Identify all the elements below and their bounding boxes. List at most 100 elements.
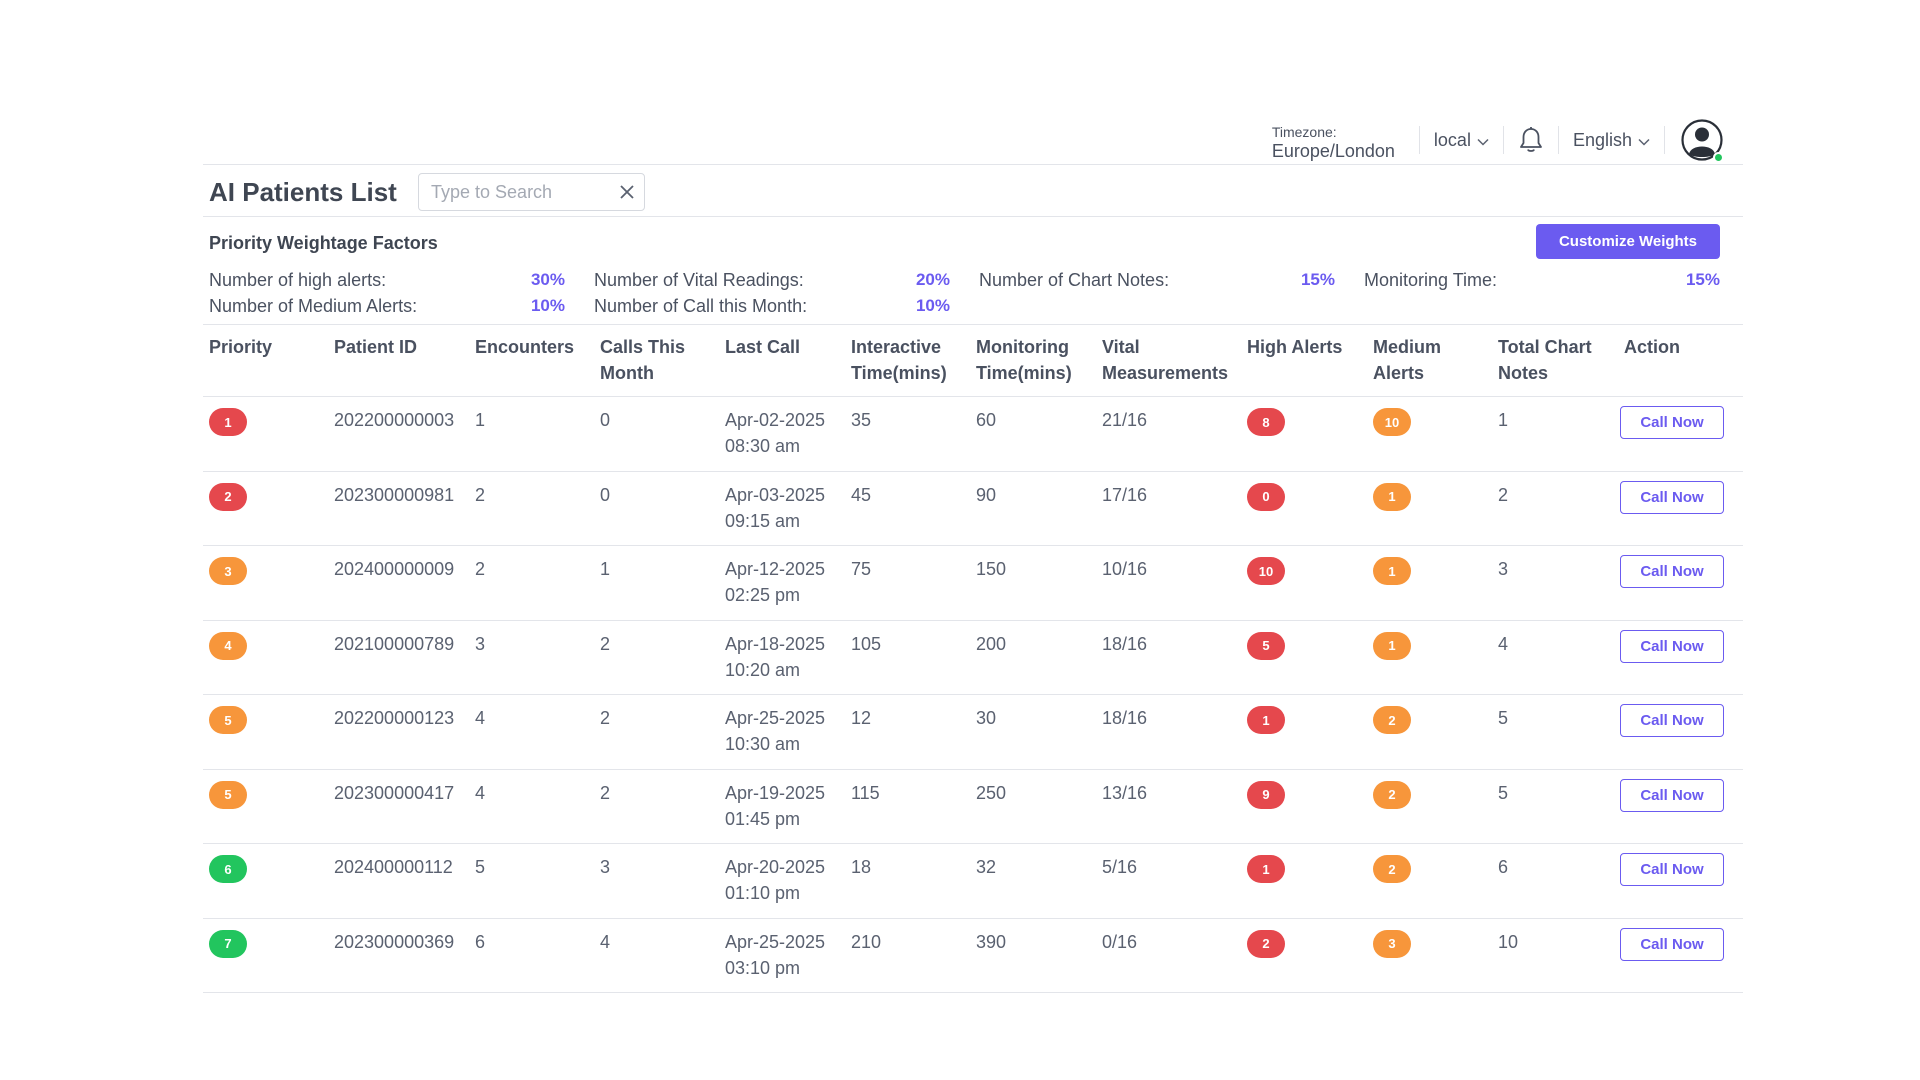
column-header: Interactive Time(mins) [851, 334, 947, 386]
last-call: Apr-18-2025 10:20 am [725, 631, 825, 683]
search-input[interactable] [419, 174, 599, 210]
calls-value: 0 [600, 410, 611, 430]
chart-notes-value: 6 [1498, 857, 1509, 877]
last-call-date: Apr-25-2025 [725, 708, 826, 728]
patient-id: 202400000112 [334, 857, 453, 877]
monitoring-time: 32 [976, 857, 997, 877]
column-header-line: Time(mins) [851, 363, 947, 383]
column-header: Last Call [725, 334, 800, 360]
high-alerts-badge: 9 [1247, 780, 1285, 809]
divider [1418, 126, 1420, 154]
timezone-mode-dropdown[interactable]: local [1434, 130, 1489, 151]
column-header: Monitoring Time(mins) [976, 334, 1072, 386]
factor-value: 15% [1300, 270, 1335, 289]
factor-value: 10% [915, 296, 950, 315]
call-now-button[interactable]: Call Now [1620, 555, 1724, 588]
last-call-time: 01:10 pm [725, 883, 801, 903]
last-call-date: Apr-02-2025 [725, 410, 826, 430]
timezone-mode-value: local [1433, 129, 1471, 150]
call-now-button[interactable]: Call Now [1620, 629, 1724, 663]
chart-notes-value: 3 [1498, 559, 1509, 579]
page-title: AI Patients List [209, 177, 397, 207]
call-now-button[interactable]: Call Now [1620, 704, 1724, 737]
priority-badge: 5 [209, 706, 247, 734]
column-header-line: Month [600, 363, 654, 383]
table-row: 4 202100000789 3 2 Apr-18-2025 10:20 am 105 200… [203, 621, 1743, 695]
monitoring-time: 30 [976, 708, 997, 728]
encounters-value: 4 [475, 708, 486, 728]
table-row: 5 202200000123 4 2 Apr-25-2025 10:30 am 12 30 18… [203, 695, 1743, 770]
call-now-button[interactable]: Call Now [1620, 927, 1724, 961]
timezone-label: Timezone: [1271, 123, 1337, 140]
monitoring-time: 250 [976, 782, 1007, 803]
app-container: Timezone: Europe/London local Eng [203, 115, 1743, 993]
last-call-time: 10:30 am [725, 734, 801, 754]
chart-notes-value: 4 [1498, 633, 1509, 654]
encounters-value: 1 [475, 410, 486, 430]
last-call-time: 01:45 pm [725, 808, 801, 829]
medium-alerts-badge: 1 [1373, 631, 1411, 660]
interactive-time: 45 [851, 484, 872, 505]
chart-notes-value: 5 [1498, 708, 1509, 728]
encounters-value: 2 [475, 484, 486, 505]
chart-notes-value: 10 [1498, 931, 1519, 952]
high-alerts-badge: 1 [1247, 706, 1285, 734]
column-header-line: Encounters [475, 337, 575, 357]
chart-notes-value: 1 [1498, 410, 1509, 430]
factor-value: 15% [1685, 270, 1720, 289]
column-header: Total Chart Notes [1498, 334, 1592, 386]
last-call-date: Apr-19-2025 [725, 782, 826, 803]
high-alerts-badge: 8 [1247, 408, 1285, 436]
user-avatar-icon [1681, 119, 1723, 161]
column-header-line: Patient ID [334, 337, 418, 357]
vital-measurements: 17/16 [1102, 484, 1148, 505]
last-call: Apr-02-2025 08:30 am [725, 407, 825, 459]
vital-measurements: 5/16 [1102, 857, 1138, 877]
interactive-time: 115 [851, 782, 880, 803]
chevron-down-icon [1477, 130, 1489, 151]
vital-measurements: 13/16 [1102, 782, 1148, 803]
priority-weights-panel: Priority Weightage Factors Customize Wei… [203, 217, 1743, 325]
vital-measurements: 21/16 [1102, 410, 1148, 430]
bell-icon[interactable] [1518, 126, 1544, 154]
divider [1502, 126, 1504, 154]
column-header-line: Last Call [725, 337, 801, 357]
column-header: Patient ID [334, 334, 417, 360]
column-header-line: Calls This [600, 337, 686, 357]
customize-weights-button[interactable]: Customize Weights [1536, 224, 1720, 259]
column-header: Encounters [475, 334, 574, 360]
close-icon[interactable] [618, 183, 636, 206]
user-avatar[interactable] [1681, 119, 1724, 163]
patient-id: 202300000369 [334, 931, 455, 952]
call-now-button[interactable]: Call Now [1620, 778, 1724, 812]
call-now-button[interactable]: Call Now [1620, 480, 1724, 514]
call-now-button[interactable]: Call Now [1620, 853, 1724, 886]
calls-value: 0 [600, 484, 611, 505]
factor-value: 30% [530, 270, 565, 289]
call-now-button[interactable]: Call Now [1620, 406, 1724, 439]
timezone-display: Timezone: Europe/London [1272, 121, 1405, 160]
last-call: Apr-25-2025 03:10 pm [725, 929, 825, 981]
priority-badge: 7 [209, 929, 247, 958]
medium-alerts-badge: 2 [1373, 855, 1411, 883]
interactive-time: 210 [851, 931, 882, 952]
patient-id: 202400000009 [334, 559, 455, 579]
vital-measurements: 18/16 [1102, 708, 1148, 728]
table-row: 1 202200000003 1 0 Apr-02-2025 08:30 am 35 60 21… [203, 397, 1743, 472]
vital-measurements: 18/16 [1102, 633, 1148, 654]
last-call-time: 09:15 am [725, 510, 801, 531]
high-alerts-badge: 5 [1247, 631, 1285, 660]
high-alerts-badge: 2 [1247, 929, 1285, 958]
column-header-line: Vital [1102, 337, 1140, 357]
language-dropdown[interactable]: English [1573, 130, 1650, 151]
patient-id: 202200000003 [334, 410, 455, 430]
divider [1557, 126, 1559, 154]
medium-alerts-badge: 1 [1373, 482, 1411, 511]
chart-notes-value: 5 [1498, 782, 1509, 803]
high-alerts-badge: 1 [1247, 855, 1285, 883]
medium-alerts-badge: 3 [1373, 929, 1411, 958]
medium-alerts-badge: 2 [1373, 706, 1411, 734]
interactive-time: 18 [851, 857, 872, 877]
priority-badge: 4 [209, 631, 247, 660]
last-call: Apr-03-2025 09:15 am [725, 482, 825, 534]
